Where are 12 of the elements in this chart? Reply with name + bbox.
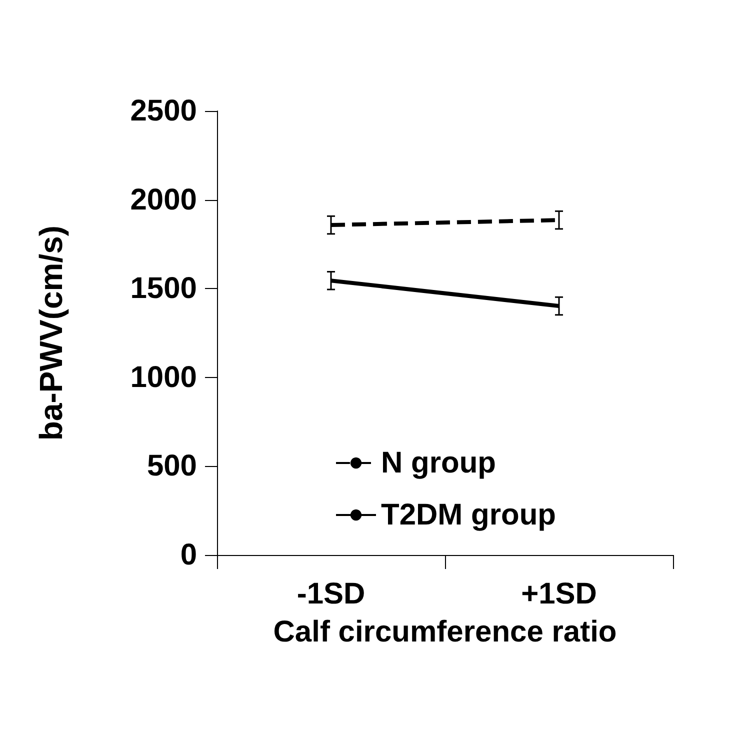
y-tick-label: 1500 bbox=[130, 272, 197, 306]
y-tick-label: 500 bbox=[146, 450, 197, 483]
y-tick-label: 2500 bbox=[130, 94, 197, 128]
x-tick-label: +1SD bbox=[521, 578, 597, 610]
y-tick-label: 2000 bbox=[130, 183, 197, 216]
y-tick-label: 0 bbox=[180, 538, 197, 572]
legend-label: N group bbox=[381, 446, 496, 480]
y-tick-label: 1000 bbox=[130, 360, 197, 394]
legend-label: T2DM group bbox=[381, 498, 556, 532]
x-axis-title: Calf circumference ratio bbox=[273, 616, 617, 648]
y-axis-title: ba-PWV(cm/s) bbox=[33, 225, 69, 441]
x-tick-label: -1SD bbox=[296, 578, 366, 610]
